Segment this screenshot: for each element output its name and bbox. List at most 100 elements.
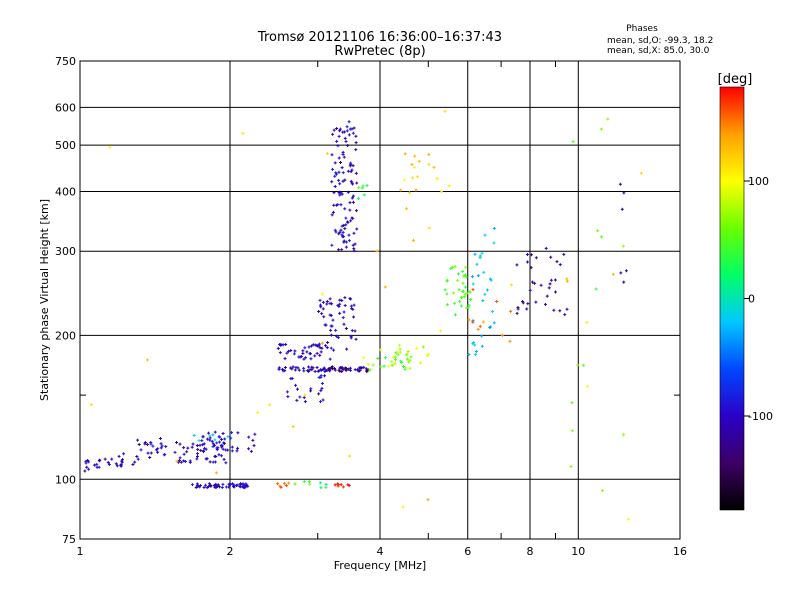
echo-point	[447, 184, 451, 188]
echo-point	[337, 134, 341, 138]
echo-point	[319, 350, 323, 354]
echo-point	[333, 367, 337, 371]
echo-point	[190, 445, 194, 449]
echo-point	[338, 190, 342, 194]
echo-point	[315, 344, 319, 348]
echo-point	[205, 457, 209, 461]
colorbar	[719, 86, 745, 511]
echo-point	[195, 443, 199, 447]
y-tick-label: 200	[55, 329, 76, 342]
echo-point	[515, 263, 519, 267]
echo-point	[398, 343, 402, 347]
echo-point	[548, 282, 552, 286]
echo-point	[473, 343, 477, 347]
echo-point	[471, 288, 475, 292]
echo-point	[212, 483, 216, 487]
echo-point	[333, 368, 337, 372]
echo-point	[229, 436, 233, 440]
echo-point	[349, 297, 353, 301]
echo-point	[549, 255, 553, 259]
echo-point	[341, 179, 345, 183]
echo-point	[223, 437, 227, 441]
echo-point	[488, 277, 492, 281]
echo-point	[464, 273, 468, 277]
echo-point	[342, 223, 346, 227]
echo-point	[214, 482, 218, 486]
echo-point	[158, 436, 162, 440]
echo-point	[403, 367, 407, 371]
echo-point	[302, 396, 306, 400]
echo-point	[410, 176, 414, 180]
echo-point	[282, 481, 286, 485]
echo-point	[318, 400, 322, 404]
echo-point	[390, 363, 394, 367]
echo-point	[383, 285, 387, 289]
echo-point	[413, 154, 417, 158]
echo-point	[347, 454, 351, 458]
echo-point	[325, 302, 329, 306]
echo-point	[151, 444, 155, 448]
echo-point	[379, 365, 383, 369]
echo-point	[348, 366, 352, 370]
echo-point	[330, 213, 334, 217]
echo-point	[296, 366, 300, 370]
echo-point	[491, 310, 495, 314]
echo-point	[345, 347, 349, 351]
echo-point	[329, 333, 333, 337]
echo-point	[344, 140, 348, 144]
echo-point	[393, 358, 397, 362]
echo-point	[318, 346, 322, 350]
echo-point	[163, 453, 167, 457]
echo-point	[338, 302, 342, 306]
echo-point	[622, 280, 626, 284]
echo-point	[293, 482, 297, 486]
x-tick-label: 16	[673, 545, 687, 558]
echo-point	[218, 435, 222, 439]
echo-point	[241, 131, 245, 135]
echo-point	[356, 196, 360, 200]
echo-point	[415, 175, 419, 179]
echo-point	[330, 243, 334, 247]
echo-point	[346, 220, 350, 224]
echo-point	[352, 249, 356, 253]
echo-point	[325, 299, 329, 303]
y-tick-label: 75	[62, 533, 76, 546]
echo-point	[276, 346, 280, 350]
echo-point	[427, 153, 431, 157]
echo-point	[343, 207, 347, 211]
echo-point	[563, 313, 567, 317]
echo-point	[211, 460, 215, 464]
y-tick-label: 600	[55, 101, 76, 114]
echo-point	[586, 385, 590, 389]
echo-point	[321, 398, 325, 402]
echo-point	[204, 447, 208, 451]
echo-point	[131, 463, 135, 467]
echo-point	[621, 244, 625, 248]
echo-point	[338, 230, 342, 234]
echo-point	[461, 270, 465, 274]
echo-point	[611, 272, 615, 276]
echo-point	[330, 180, 334, 184]
echo-point	[342, 130, 346, 134]
echo-point	[207, 431, 211, 435]
echo-point	[115, 464, 119, 468]
echo-point	[146, 451, 150, 455]
echo-point	[329, 328, 333, 332]
echo-point	[235, 484, 239, 488]
echo-point	[464, 285, 468, 289]
echo-point	[525, 307, 529, 311]
echo-point	[334, 328, 338, 332]
echo-point	[405, 357, 409, 361]
echo-point	[246, 484, 250, 488]
echo-point	[469, 298, 473, 302]
echo-point	[509, 283, 513, 287]
echo-point	[555, 260, 559, 264]
echo-point	[320, 386, 324, 390]
echo-point	[338, 311, 342, 315]
y-axis-label: Stationary phase Virtual Height [km]	[38, 199, 51, 401]
echo-point	[465, 291, 469, 295]
echo-point	[336, 303, 340, 307]
echo-point	[309, 344, 313, 348]
echo-point	[213, 438, 217, 442]
x-tick-label: 10	[571, 545, 585, 558]
